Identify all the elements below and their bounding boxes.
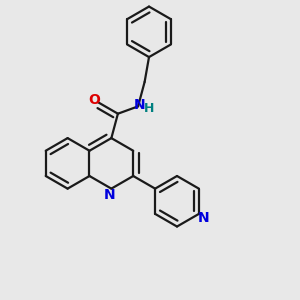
Text: H: H: [144, 102, 154, 115]
Text: O: O: [89, 93, 100, 107]
Text: N: N: [104, 188, 116, 202]
Text: N: N: [134, 98, 146, 112]
Text: N: N: [197, 212, 209, 225]
